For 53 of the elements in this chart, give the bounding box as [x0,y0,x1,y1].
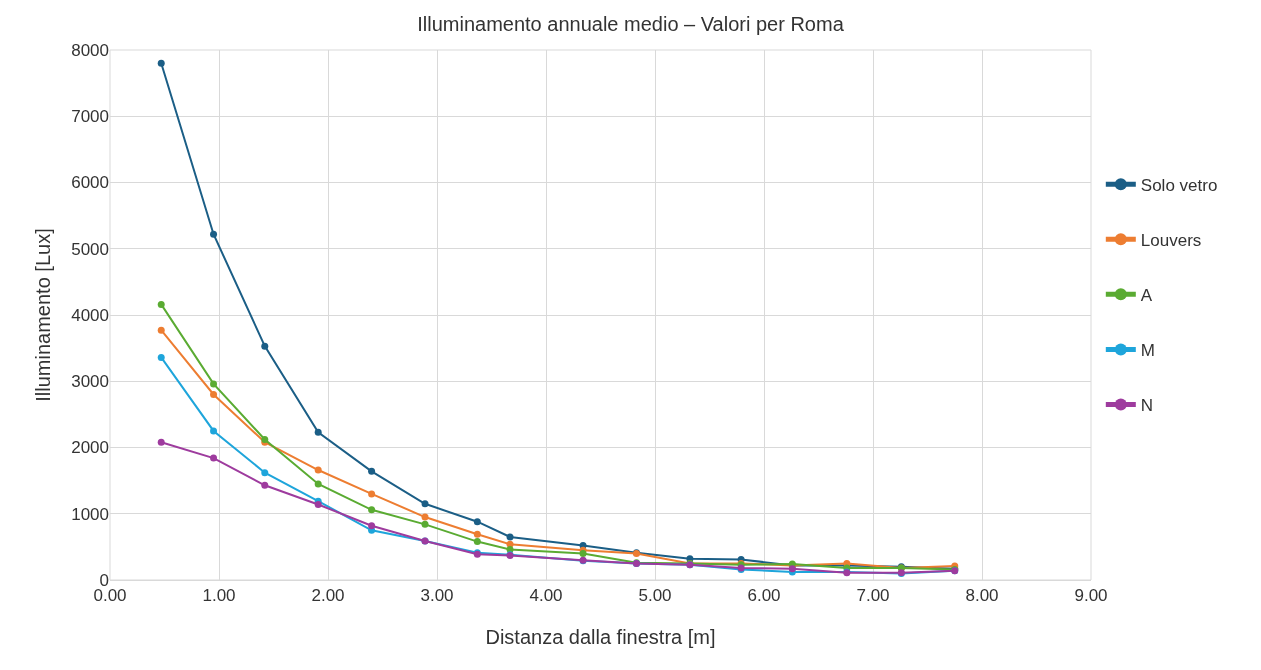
point [157,59,165,67]
point [368,467,376,475]
legend-label: N [1140,396,1154,416]
point [314,480,322,488]
y-tick-label: 1000 [71,504,109,524]
x-tick-label: 7.00 [856,586,890,606]
point [261,342,269,350]
x-tick-label: 3.00 [420,586,454,606]
x-tick-label: 4.00 [529,586,563,606]
point [368,506,376,514]
point [314,466,322,474]
point [473,518,481,526]
y-tick-label: 7000 [71,107,109,127]
point [421,520,429,528]
x-tick-label: 2.00 [311,586,345,606]
point [210,230,218,238]
y-tick-label: 4000 [71,305,109,325]
x-tick-label: 1.00 [202,586,236,606]
point [473,530,481,538]
point [157,300,165,308]
point [579,550,587,557]
x-tick-label: 9.00 [1074,586,1108,606]
x-tick-label: 5.00 [638,586,672,606]
point [210,454,218,462]
legend-label: Louvers [1140,230,1202,250]
point [157,353,165,361]
legend-label: Solo vetro [1140,175,1218,195]
point [261,469,269,477]
point [210,380,218,388]
point [368,490,376,498]
point [210,427,218,435]
y-tick-label: 8000 [71,40,109,60]
point [421,513,429,521]
point [157,438,165,446]
point [314,428,322,436]
point [506,533,514,541]
x-tick-label: 8.00 [965,586,999,606]
point [473,538,481,546]
point [368,522,376,530]
legend-label: M [1140,341,1155,361]
y-tick-label: 3000 [71,372,109,392]
y-tick-label: 2000 [71,438,109,458]
chart-title: Illuminamento annuale medio – Valori per Roma [417,12,845,35]
x-axis-title: Distanza dalla finestra [m] [485,625,716,648]
x-tick-label: 6.00 [747,586,781,606]
y-tick-label: 6000 [71,173,109,193]
point [421,500,429,508]
y-tick-label: 5000 [71,239,109,259]
point [157,326,165,334]
y-axis-title: Illuminamento [Lux] [31,228,54,402]
point [210,391,218,398]
point [261,481,269,489]
legend-label: A [1140,285,1153,305]
